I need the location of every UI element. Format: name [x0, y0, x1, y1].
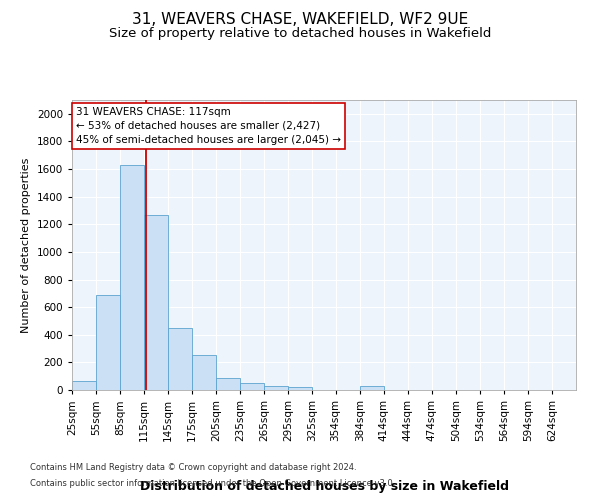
Text: Contains public sector information licensed under the Open Government Licence v3: Contains public sector information licen…: [30, 478, 395, 488]
Bar: [359, 386, 383, 390]
Bar: [289, 386, 313, 390]
Bar: [192, 356, 216, 390]
Bar: [168, 328, 192, 390]
Bar: [240, 383, 265, 390]
Bar: [216, 378, 240, 390]
X-axis label: Distribution of detached houses by size in Wakefield: Distribution of detached houses by size …: [139, 480, 509, 493]
Bar: [96, 294, 120, 390]
Text: Size of property relative to detached houses in Wakefield: Size of property relative to detached ho…: [109, 28, 491, 40]
Bar: [120, 165, 144, 390]
Bar: [265, 386, 289, 390]
Y-axis label: Number of detached properties: Number of detached properties: [21, 158, 31, 332]
Bar: [72, 381, 96, 390]
Text: 31, WEAVERS CHASE, WAKEFIELD, WF2 9UE: 31, WEAVERS CHASE, WAKEFIELD, WF2 9UE: [132, 12, 468, 28]
Bar: [144, 214, 168, 390]
Text: Contains HM Land Registry data © Crown copyright and database right 2024.: Contains HM Land Registry data © Crown c…: [30, 464, 356, 472]
Text: 31 WEAVERS CHASE: 117sqm
← 53% of detached houses are smaller (2,427)
45% of sem: 31 WEAVERS CHASE: 117sqm ← 53% of detach…: [76, 107, 341, 145]
